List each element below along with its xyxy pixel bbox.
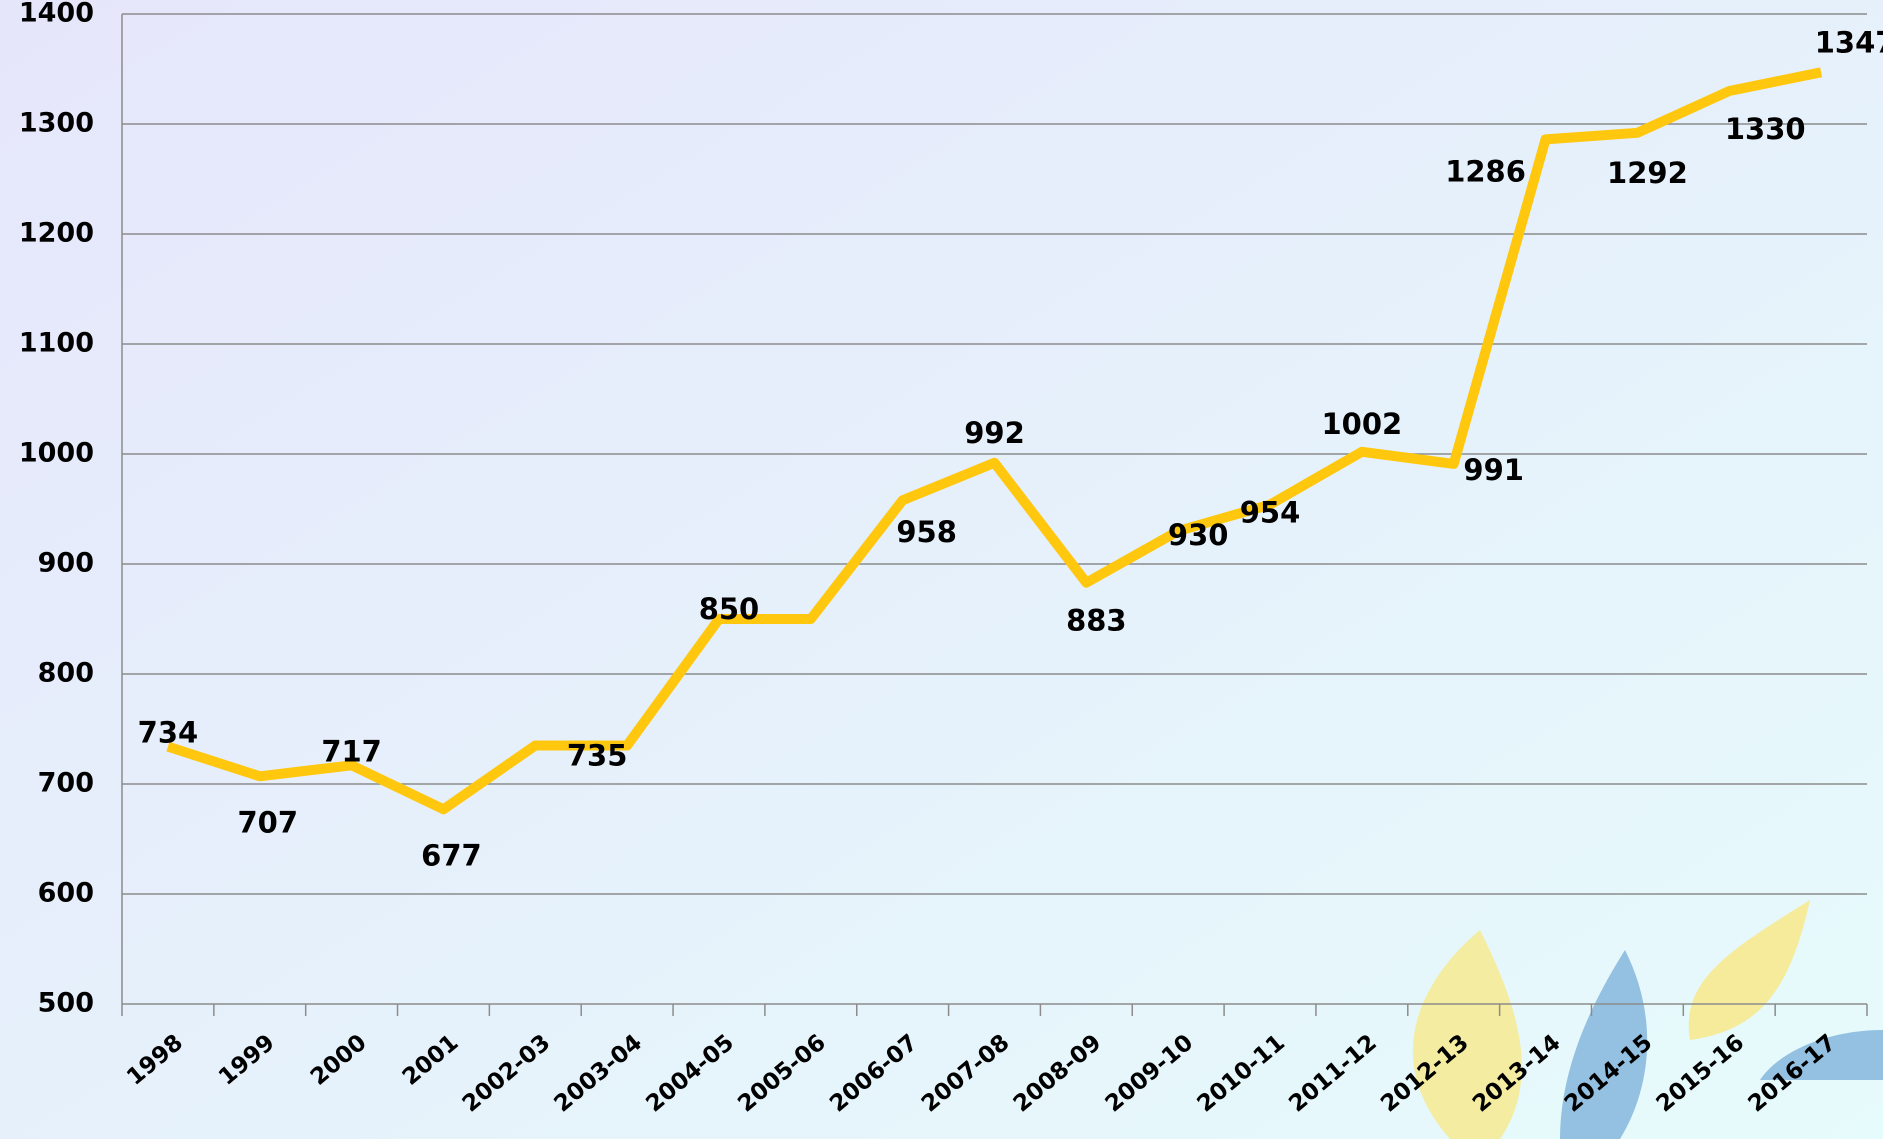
y-tick-label: 1200 — [19, 218, 94, 249]
y-tick-label: 600 — [38, 878, 94, 909]
data-label: 1292 — [1607, 156, 1688, 190]
y-tick-label: 1300 — [19, 108, 94, 139]
data-label: 992 — [964, 416, 1025, 450]
y-tick-label: 500 — [38, 988, 94, 1019]
chart: 5006007008009001000110012001300140019981… — [0, 0, 1883, 1139]
data-label: 1002 — [1322, 407, 1403, 441]
data-label: 735 — [567, 739, 628, 773]
data-label: 930 — [1168, 518, 1229, 552]
background — [0, 0, 1883, 1139]
data-label: 991 — [1463, 453, 1524, 487]
data-label: 954 — [1240, 496, 1301, 530]
data-label: 1347 — [1815, 25, 1883, 59]
y-tick-label: 1000 — [19, 438, 94, 469]
y-tick-label: 900 — [38, 548, 94, 579]
data-label: 717 — [321, 734, 382, 768]
y-tick-label: 700 — [38, 768, 94, 799]
data-label: 958 — [896, 515, 957, 549]
data-label: 677 — [421, 838, 482, 872]
data-label: 734 — [138, 716, 199, 750]
data-label: 1330 — [1725, 112, 1806, 146]
data-label: 883 — [1066, 604, 1127, 638]
data-label: 1286 — [1445, 154, 1526, 188]
y-tick-label: 1100 — [19, 328, 94, 359]
y-tick-label: 800 — [38, 658, 94, 689]
y-tick-label: 1400 — [19, 0, 94, 29]
data-label: 850 — [699, 592, 760, 626]
data-label: 707 — [237, 805, 298, 839]
